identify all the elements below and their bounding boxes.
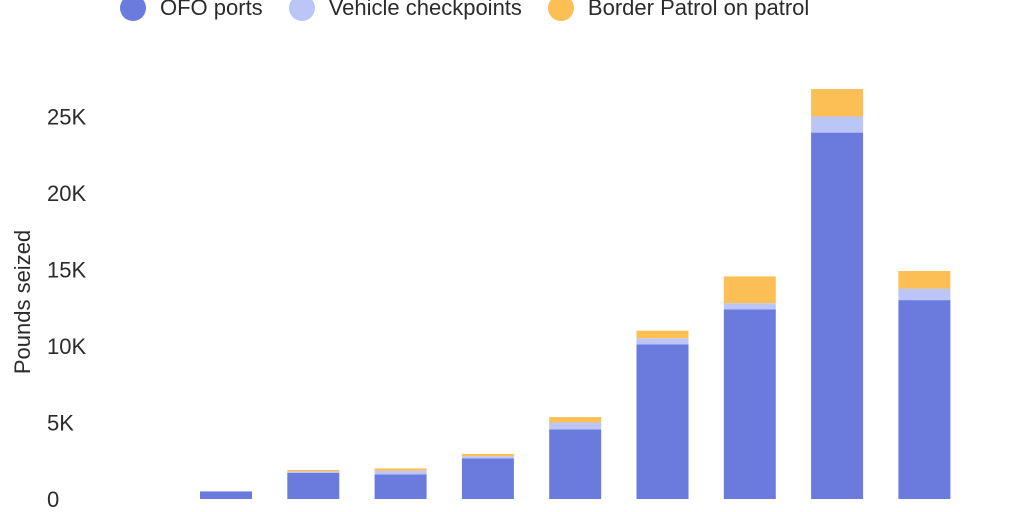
bar-segment-ofo-ports[interactable] xyxy=(287,473,340,499)
legend-label-vehicle-checkpoints: Vehicle checkpoints xyxy=(328,0,522,20)
bar-segment-border-patrol[interactable] xyxy=(811,89,864,117)
bar-segment-border-patrol[interactable] xyxy=(898,271,951,289)
y-tick-label: 15K xyxy=(47,258,86,283)
bar-segment-border-patrol[interactable] xyxy=(549,417,602,423)
bar-segment-ofo-ports[interactable] xyxy=(200,491,252,499)
bar-segment-vehicle-checkpoints[interactable] xyxy=(549,422,602,430)
bar-segment-vehicle-checkpoints[interactable] xyxy=(636,338,689,345)
bar-segment-border-patrol[interactable] xyxy=(374,468,427,471)
y-tick-label: 25K xyxy=(47,105,86,130)
bar-segment-border-patrol[interactable] xyxy=(461,453,514,457)
legend: OFO ports Vehicle checkpoints Border Pat… xyxy=(120,0,809,24)
legend-swatch-ofo-ports xyxy=(120,0,146,21)
bar-segment-border-patrol[interactable] xyxy=(287,469,340,472)
bar-segment-vehicle-checkpoints[interactable] xyxy=(723,303,776,310)
bar-segment-vehicle-checkpoints[interactable] xyxy=(461,456,514,459)
bar-segment-ofo-ports[interactable] xyxy=(461,458,514,500)
legend-item-ofo-ports[interactable]: OFO ports xyxy=(120,0,263,21)
legend-item-border-patrol[interactable]: Border Patrol on patrol xyxy=(547,0,810,21)
y-tick-label: 20K xyxy=(47,181,86,206)
bar-segment-vehicle-checkpoints[interactable] xyxy=(811,116,864,133)
legend-swatch-vehicle-checkpoints xyxy=(288,0,315,21)
legend-item-vehicle-checkpoints[interactable]: Vehicle checkpoints xyxy=(288,0,522,21)
legend-label-border-patrol: Border Patrol on patrol xyxy=(587,0,810,20)
y-axis-title: Pounds seized xyxy=(10,230,35,374)
y-tick-label: 5K xyxy=(47,411,74,436)
bar-segment-ofo-ports[interactable] xyxy=(549,429,602,499)
bars xyxy=(200,89,951,500)
bar-segment-vehicle-checkpoints[interactable] xyxy=(287,471,340,474)
y-tick-label: 0 xyxy=(47,487,59,512)
bar-segment-ofo-ports[interactable] xyxy=(723,309,776,499)
bar-segment-vehicle-checkpoints[interactable] xyxy=(898,288,951,301)
legend-swatch-border-patrol xyxy=(547,0,574,21)
bar-segment-ofo-ports[interactable] xyxy=(811,132,864,499)
bar-segment-border-patrol[interactable] xyxy=(723,276,776,304)
bar-segment-ofo-ports[interactable] xyxy=(636,344,689,500)
y-axis-ticks: 0 5K 10K 15K 20K 25K xyxy=(47,105,86,512)
legend-label-ofo-ports: OFO ports xyxy=(160,0,263,20)
bar-segment-vehicle-checkpoints[interactable] xyxy=(374,470,427,475)
bar-segment-border-patrol[interactable] xyxy=(636,330,689,339)
bar-segment-ofo-ports[interactable] xyxy=(374,474,427,500)
bar-segment-ofo-ports[interactable] xyxy=(898,300,951,499)
y-tick-label: 10K xyxy=(47,334,86,359)
